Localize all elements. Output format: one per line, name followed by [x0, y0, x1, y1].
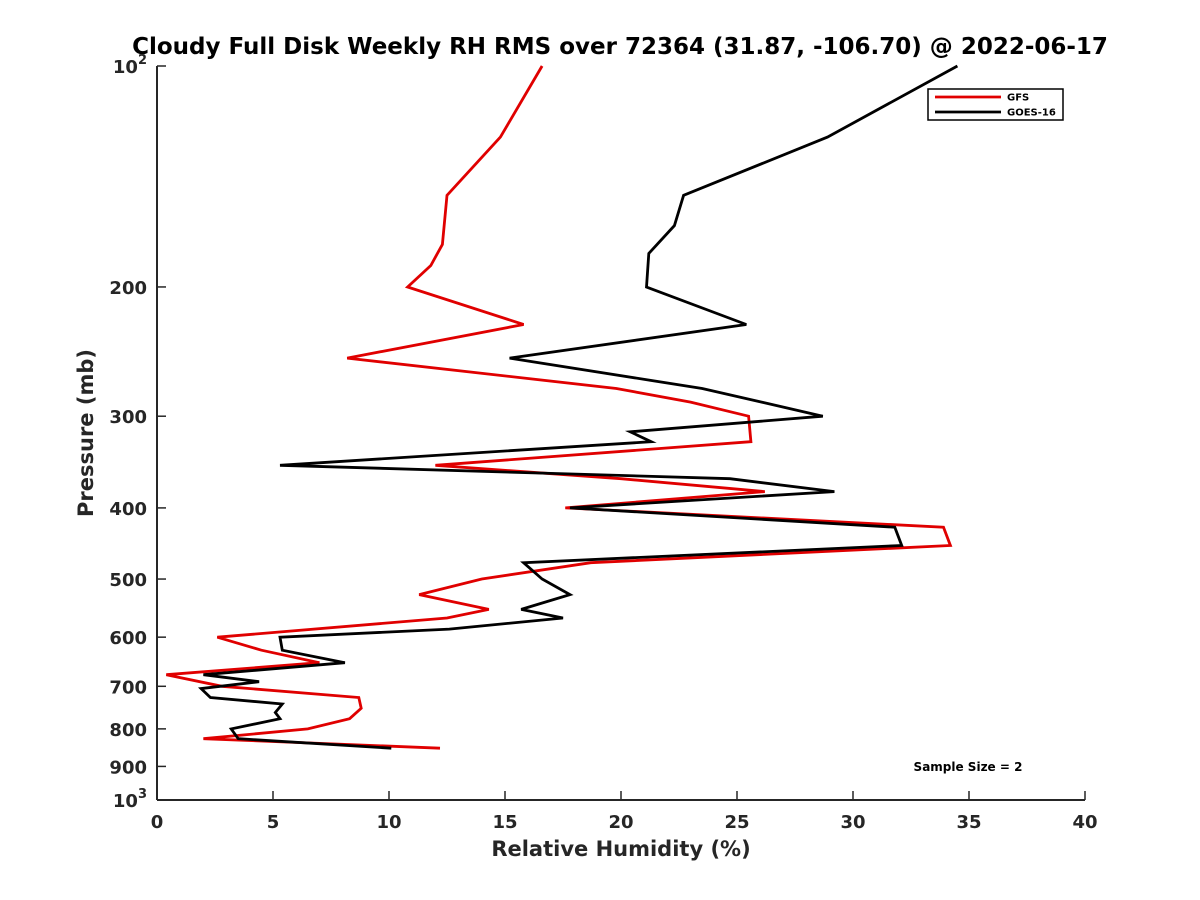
legend: GFS GOES-16: [927, 88, 1064, 121]
x-tick-label: 0: [151, 812, 164, 833]
x-tick-label: 35: [956, 812, 981, 833]
sample-size-annotation: Sample Size = 2: [914, 760, 1023, 774]
series-line-goes-16: [197, 64, 959, 750]
plot-area: 0 5 10 15 20 25 30 35 40 10220030040050060070080…: [109, 53, 1097, 833]
series-line-gfs: [166, 65, 953, 750]
y-tick-label: 103: [113, 787, 147, 812]
x-tick-label: 5: [267, 812, 280, 833]
legend-box: [927, 88, 1064, 121]
x-tick-label: 30: [840, 812, 865, 833]
chart-title: Cloudy Full Disk Weekly RH RMS over 7236…: [132, 34, 1108, 60]
y-tick-exponent: 3: [138, 787, 147, 802]
y-tick-label: 300: [109, 407, 147, 428]
legend-label: GOES-16: [1007, 108, 1056, 119]
y-tick-base: 10: [113, 57, 138, 78]
x-tick-label: 40: [1072, 812, 1097, 833]
x-axis-ticks: 0 5 10 15 20 25 30 35 40: [151, 791, 1098, 833]
legend-label: GFS: [1007, 93, 1029, 104]
x-tick-label: 10: [376, 812, 401, 833]
x-tick-label: 15: [492, 812, 517, 833]
series-lines: [166, 64, 959, 750]
x-axis-label: Relative Humidity (%): [491, 837, 750, 861]
y-tick-label: 400: [109, 499, 147, 520]
y-tick-exponent: 2: [138, 53, 147, 68]
y-tick-label: 700: [109, 677, 147, 698]
x-tick-label: 25: [724, 812, 749, 833]
y-tick-label: 102: [113, 53, 147, 78]
y-axis-label: Pressure (mb): [74, 349, 98, 517]
y-tick-label: 500: [109, 570, 147, 591]
y-tick-label: 800: [109, 720, 147, 741]
y-tick-base: 10: [113, 791, 138, 812]
y-tick-label: 200: [109, 278, 147, 299]
y-tick-label: 600: [109, 628, 147, 649]
x-tick-label: 20: [608, 812, 633, 833]
y-tick-label: 900: [109, 757, 147, 778]
